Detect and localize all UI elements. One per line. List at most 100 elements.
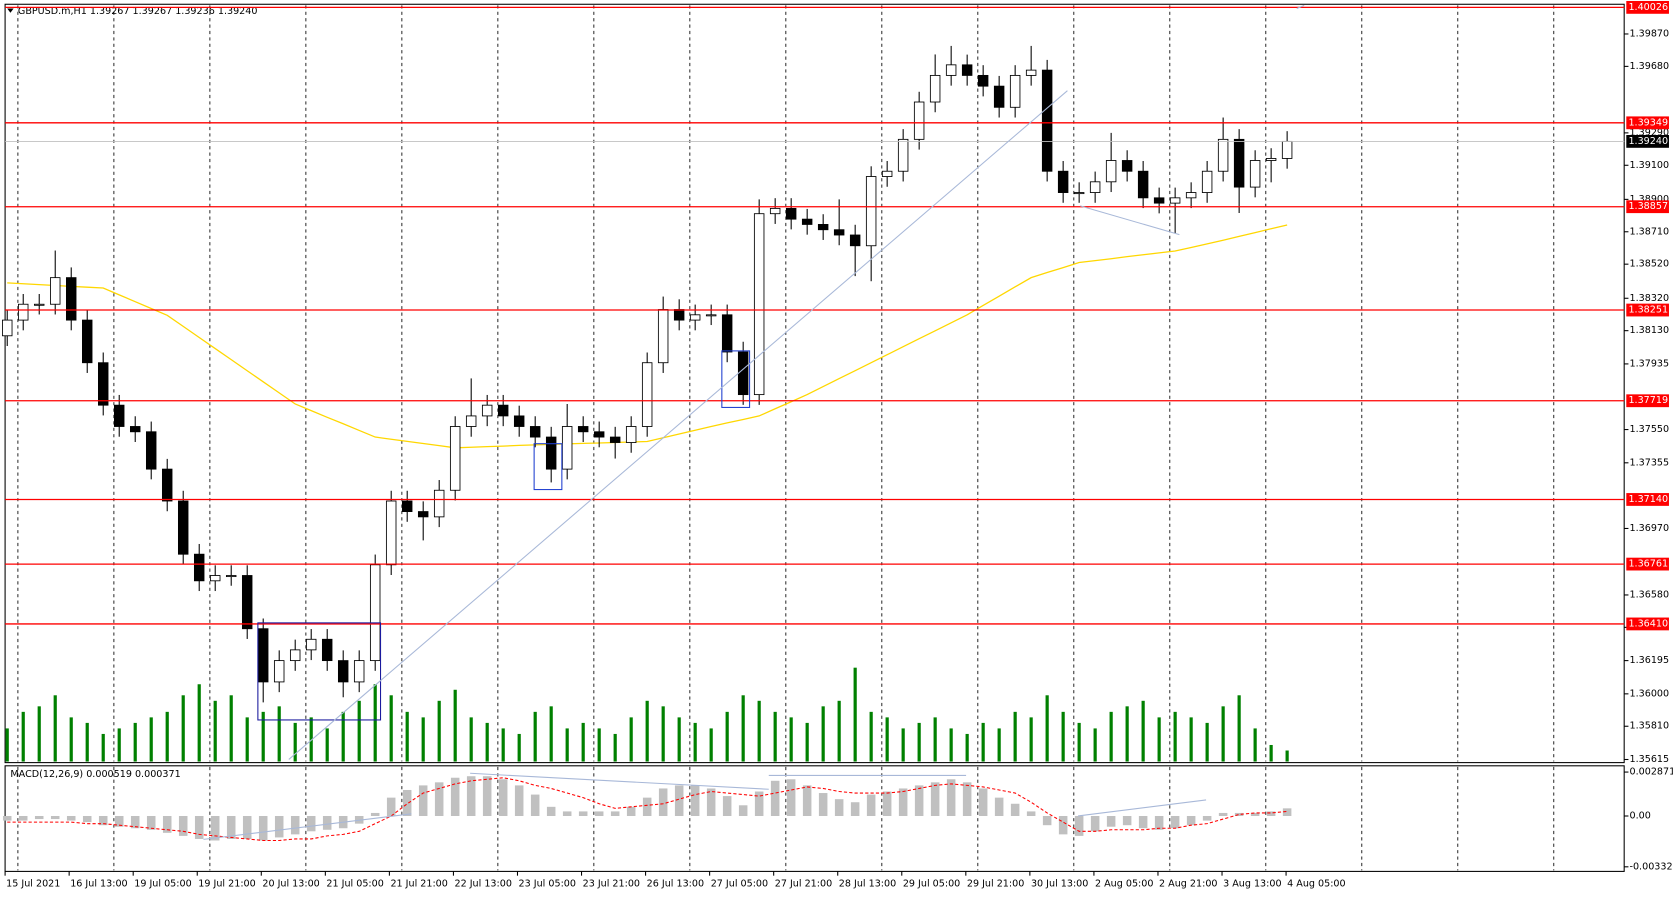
y-tick-label: 1.37935: [1630, 358, 1670, 369]
candle-body: [1137, 170, 1149, 199]
candle-body: [865, 176, 877, 247]
macd-bar: [546, 806, 556, 817]
volume-bar: [37, 706, 41, 762]
macd-bar: [66, 816, 76, 821]
candle-body: [1057, 170, 1069, 193]
candle-body: [657, 309, 669, 364]
level-label: 1.36761: [1628, 559, 1668, 570]
macd-bar: [370, 812, 380, 817]
box: [257, 622, 382, 721]
candle-body: [833, 229, 845, 236]
y-tick-label: 1.38900: [1630, 194, 1670, 205]
volume-bar: [229, 695, 233, 762]
volume-bar: [1093, 728, 1097, 762]
volume-bar: [661, 706, 665, 762]
volume-bar: [1141, 700, 1145, 762]
candle-body: [1105, 160, 1117, 183]
x-tick-label: 15 Jul 2021: [6, 879, 60, 890]
level-label: 1.36410: [1628, 618, 1668, 629]
macd-bar: [178, 816, 188, 836]
volume-bar: [997, 728, 1001, 762]
candle-body: [721, 314, 733, 353]
candle-body: [1249, 160, 1261, 188]
box: [533, 443, 563, 491]
macd-bar: [482, 776, 492, 817]
macd-bar: [114, 816, 124, 827]
candle-body: [369, 564, 381, 662]
candle-body: [49, 277, 61, 305]
volume-bar: [1109, 711, 1113, 762]
macd-bar: [386, 797, 396, 817]
volume-bar: [837, 700, 841, 762]
macd-bar: [242, 816, 252, 839]
x-tick-label: 28 Jul 13:00: [839, 879, 896, 890]
y-tick-label: 1.39870: [1630, 28, 1670, 39]
macd-bar: [578, 811, 588, 817]
macd-bar: [626, 806, 636, 817]
candle-body: [1201, 170, 1213, 193]
volume-bar: [245, 717, 249, 762]
level-label-bg: [1626, 557, 1669, 571]
volume-bar: [1077, 722, 1081, 762]
x-tick-label: 27 Jul 21:00: [775, 879, 832, 890]
macd-bar: [930, 782, 940, 817]
volume-bar: [1221, 706, 1225, 762]
volume-bar: [885, 717, 889, 762]
volume-bar: [293, 722, 297, 762]
volume-bar: [917, 722, 921, 762]
candle-body: [625, 426, 637, 443]
candle-body: [161, 468, 173, 502]
level-label: 1.38251: [1628, 305, 1668, 316]
macd-bar: [418, 785, 428, 817]
macd-bar: [322, 816, 332, 830]
symbol-title: GBPUSD.m,H1 1.39267 1.39267 1.39236 1.39…: [18, 6, 258, 17]
y-tick-label: 1.38520: [1630, 259, 1670, 270]
candle-body: [1089, 181, 1101, 193]
annotations: [203, 4, 1305, 840]
candle-body: [529, 426, 541, 438]
candle-body: [849, 234, 861, 247]
volume-bar: [869, 711, 873, 762]
macd-bar: [994, 797, 1004, 817]
macd-bar: [274, 816, 284, 838]
candle-body: [1281, 140, 1293, 159]
x-tick-label: 27 Jul 05:00: [711, 879, 768, 890]
candle-body: [641, 362, 653, 427]
volume-bar: [741, 695, 745, 762]
volume-bar: [1285, 750, 1289, 762]
macd-bar: [946, 779, 956, 817]
candle-body: [1121, 160, 1133, 172]
trend-line: [288, 90, 1068, 760]
y-tick-label: 1.39100: [1630, 160, 1670, 171]
volume-bar: [517, 733, 521, 762]
volume-bar: [1269, 744, 1273, 762]
macd-bar: [1218, 812, 1228, 817]
macd-bar: [818, 793, 828, 817]
macd-bar: [770, 780, 780, 817]
y-tick-label: 1.35810: [1630, 721, 1670, 732]
current-price-label: 1.39240: [1628, 136, 1668, 147]
x-tick-label: 29 Jul 05:00: [903, 879, 960, 890]
volume-bar: [101, 733, 105, 762]
candle-body: [1009, 74, 1021, 108]
macd-bar: [898, 788, 908, 817]
macd-bar: [1170, 816, 1180, 829]
macd-bar: [162, 816, 172, 833]
volume-bar: [645, 700, 649, 762]
y-tick-label: 0.002871: [1630, 767, 1673, 778]
volume-bar: [597, 728, 601, 762]
volume-bar: [677, 717, 681, 762]
candle-body: [513, 415, 525, 427]
volume-bar: [1045, 695, 1049, 762]
macd-bar: [1090, 816, 1100, 832]
volume-bar: [1205, 722, 1209, 762]
candle-body: [385, 500, 397, 566]
volume-bar: [485, 722, 489, 762]
candle-body: [305, 638, 317, 651]
volume-bar: [1189, 717, 1193, 762]
candle-body: [769, 207, 781, 215]
x-tick-label: 16 Jul 13:00: [70, 879, 127, 890]
macd-bar: [226, 816, 236, 839]
menu-triangle[interactable]: [7, 8, 14, 13]
macd-bar: [210, 816, 220, 841]
